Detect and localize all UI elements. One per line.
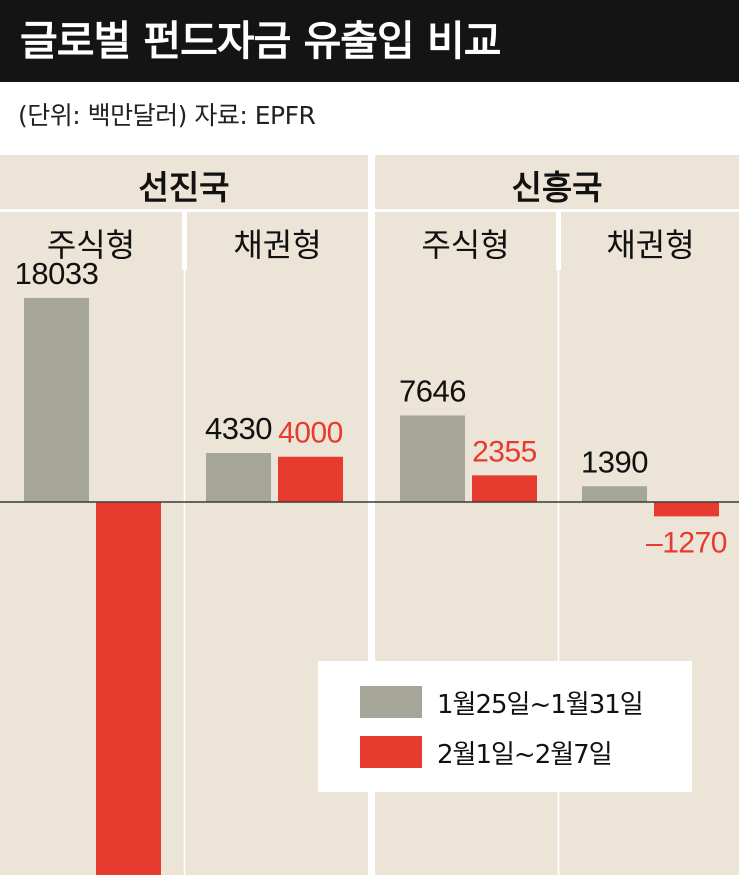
title-bar: 글로벌 펀드자금 유출입 비교 (0, 0, 739, 82)
value-label-s1-4: 1390 (581, 444, 648, 479)
bar-s2-4 (654, 502, 719, 517)
bar-s1-4 (582, 486, 647, 502)
bar-s1-1 (24, 297, 89, 502)
legend-swatch-1 (360, 686, 422, 718)
legend-label-2: 2월1일~2월7일 (437, 740, 612, 770)
category-label-4: 채권형 (606, 226, 694, 264)
bar-s2-2 (278, 456, 343, 502)
category-label-3: 주식형 (421, 226, 509, 264)
value-label-s1-2: 4330 (205, 411, 272, 446)
group-label-1: 선진국 (138, 168, 229, 207)
unit-source-note: (단위: 백만달러) 자료: EPFR (18, 101, 316, 130)
value-label-s2-3: 2355 (472, 435, 537, 468)
bar-s2-3 (472, 475, 537, 502)
bar-s2-1 (96, 502, 161, 875)
group-label-2: 신흥국 (511, 168, 602, 207)
group-header-divider (0, 209, 739, 212)
category-header-divider-2 (556, 210, 561, 270)
category-label-1: 주식형 (47, 226, 135, 264)
bar-s1-2 (206, 452, 271, 502)
value-label-s1-3: 7646 (399, 373, 466, 408)
chart-title: 글로벌 펀드자금 유출입 비교 (20, 17, 501, 65)
category-header-divider-1 (182, 210, 187, 270)
bar-s1-3 (400, 415, 465, 502)
category-label-2: 채권형 (233, 226, 321, 264)
legend-label-1: 1월25일~1월31일 (437, 690, 643, 720)
value-label-s1-1: 18033 (15, 256, 99, 291)
value-label-s2-2: 4000 (278, 417, 343, 450)
legend-box (318, 661, 692, 792)
legend-swatch-2 (360, 736, 422, 768)
value-label-s2-4: –1270 (646, 526, 727, 559)
